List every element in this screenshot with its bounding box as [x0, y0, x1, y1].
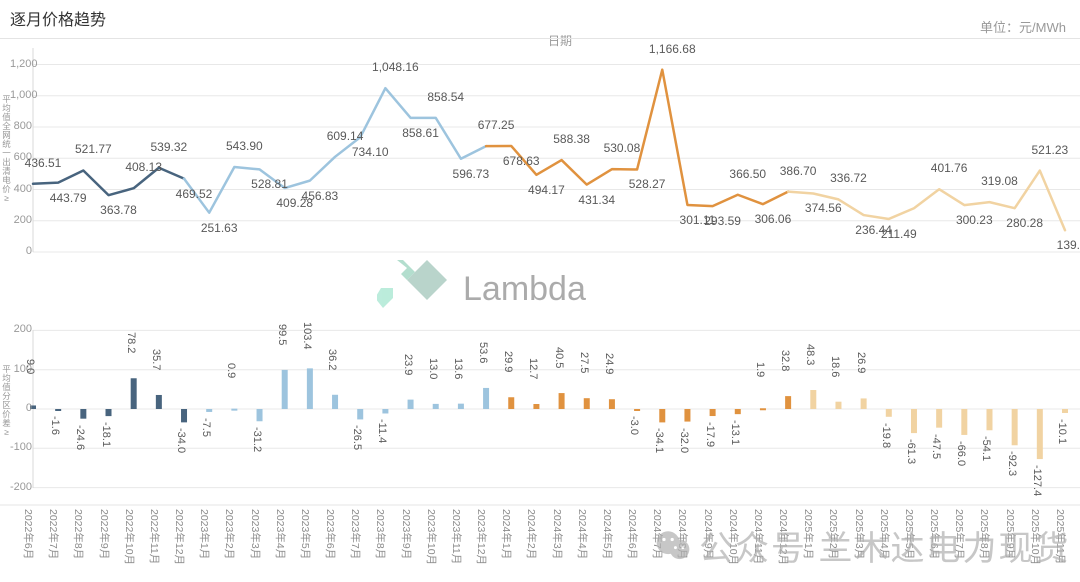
svg-text:Lambda: Lambda	[463, 270, 586, 308]
